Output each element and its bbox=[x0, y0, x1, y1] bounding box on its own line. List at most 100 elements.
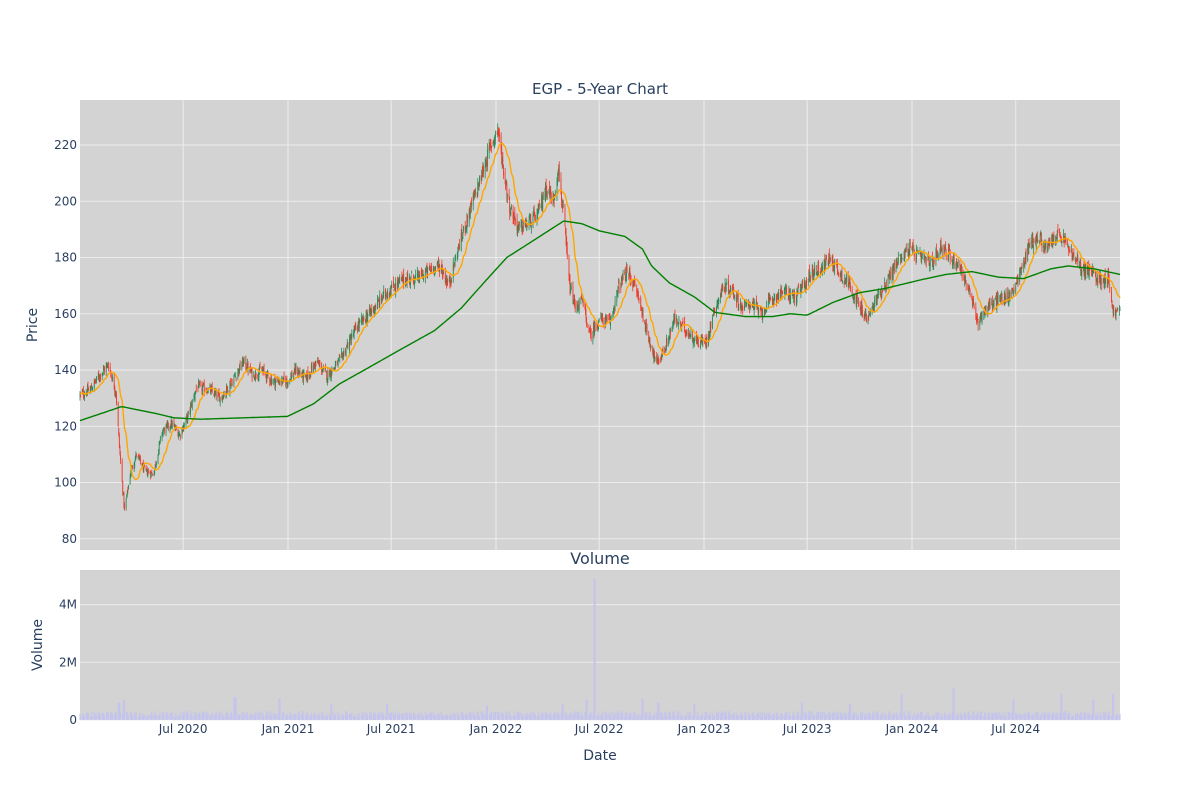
volume-bar bbox=[309, 715, 311, 720]
candle-body bbox=[901, 258, 903, 260]
candle-body bbox=[913, 246, 915, 251]
volume-bar bbox=[409, 715, 411, 720]
volume-bar bbox=[876, 711, 878, 720]
volume-bar bbox=[928, 715, 930, 720]
candle-body bbox=[96, 376, 97, 381]
volume-bar bbox=[888, 711, 890, 720]
candle-body bbox=[877, 294, 879, 297]
candle-body bbox=[226, 385, 228, 389]
volume-bar bbox=[594, 578, 596, 720]
candle-body bbox=[1016, 279, 1018, 282]
candle-body bbox=[956, 264, 958, 268]
candle-body bbox=[261, 370, 263, 372]
candle-body bbox=[948, 247, 950, 251]
volume-bar bbox=[488, 715, 490, 720]
volume-bar bbox=[313, 711, 315, 720]
candle-body bbox=[460, 232, 462, 251]
candle-body bbox=[668, 338, 670, 344]
candle-body bbox=[653, 350, 655, 359]
volume-bar bbox=[985, 715, 987, 720]
candle-body bbox=[817, 273, 818, 275]
volume-bar bbox=[1117, 714, 1119, 720]
volume-bar bbox=[804, 711, 806, 720]
candle-body bbox=[1108, 278, 1110, 285]
volume-bar bbox=[741, 711, 743, 720]
candle-body bbox=[638, 298, 640, 300]
volume-bar bbox=[367, 716, 369, 720]
volume-bar bbox=[844, 716, 846, 720]
candle-body bbox=[499, 134, 500, 137]
candle-body bbox=[916, 250, 917, 259]
candle-body bbox=[1083, 263, 1085, 275]
candle-body bbox=[251, 369, 252, 373]
volume-bar bbox=[701, 712, 703, 720]
volume-bar bbox=[877, 712, 879, 720]
candle-body bbox=[1036, 236, 1038, 242]
volume-bar bbox=[1040, 715, 1042, 720]
volume-bar bbox=[617, 716, 619, 720]
candle-body bbox=[541, 196, 542, 207]
volume-bar bbox=[686, 711, 688, 720]
candle-body bbox=[786, 289, 788, 296]
candle-body bbox=[773, 300, 774, 304]
candle-body bbox=[790, 293, 792, 299]
volume-bar bbox=[102, 713, 104, 720]
volume-bar bbox=[415, 715, 417, 720]
candle-body bbox=[706, 335, 708, 344]
candle-body bbox=[581, 296, 583, 299]
volume-bar bbox=[233, 696, 235, 720]
candle-body bbox=[386, 296, 387, 297]
candle-body bbox=[612, 310, 614, 313]
volume-bar bbox=[975, 715, 977, 720]
candle-body bbox=[370, 310, 372, 312]
candle-body bbox=[109, 366, 111, 371]
candle-body bbox=[1024, 263, 1026, 265]
volume-bar bbox=[869, 713, 871, 720]
volume-bar bbox=[728, 713, 730, 720]
volume-bar bbox=[94, 716, 96, 720]
candle-body bbox=[149, 472, 151, 474]
volume-bar bbox=[150, 715, 152, 720]
candle-body bbox=[1021, 267, 1022, 271]
candle-body bbox=[450, 281, 451, 283]
volume-bar bbox=[800, 715, 802, 720]
candle-body bbox=[620, 287, 622, 289]
candle-body bbox=[896, 263, 898, 267]
candle-body bbox=[961, 269, 963, 278]
volume-bar bbox=[221, 712, 223, 720]
volume-bar bbox=[988, 716, 990, 720]
candle-body bbox=[314, 365, 316, 368]
volume-bar bbox=[89, 716, 91, 720]
volume-bar bbox=[163, 711, 165, 720]
volume-bar bbox=[1025, 715, 1027, 720]
volume-bar bbox=[542, 713, 544, 720]
candle-body bbox=[227, 390, 229, 392]
candle-body bbox=[542, 201, 544, 209]
candle-body bbox=[447, 279, 448, 284]
candle-body bbox=[685, 329, 687, 335]
candle-body bbox=[415, 275, 417, 276]
volume-bar bbox=[494, 714, 496, 720]
candle-body bbox=[464, 226, 466, 232]
volume-bar bbox=[361, 711, 363, 720]
volume-bar bbox=[997, 711, 999, 720]
candlestick-series bbox=[79, 123, 1121, 511]
price-tick-label: 220 bbox=[54, 138, 77, 152]
volume-bar bbox=[269, 714, 271, 720]
volume-bar bbox=[749, 716, 751, 720]
candle-body bbox=[497, 128, 499, 132]
volume-bar bbox=[554, 711, 556, 720]
volume-bar bbox=[733, 715, 735, 720]
volume-bar bbox=[99, 715, 101, 720]
candle-body bbox=[1117, 309, 1119, 310]
candle-body bbox=[163, 428, 165, 430]
volume-bar bbox=[717, 715, 719, 720]
candle-body bbox=[697, 339, 699, 346]
candle-body bbox=[872, 304, 874, 308]
volume-bar bbox=[558, 715, 560, 720]
candle-body bbox=[159, 437, 161, 440]
candle-body bbox=[166, 423, 168, 425]
volume-bar bbox=[432, 711, 434, 720]
volume-bar bbox=[821, 716, 823, 720]
volume-bar bbox=[618, 713, 620, 720]
